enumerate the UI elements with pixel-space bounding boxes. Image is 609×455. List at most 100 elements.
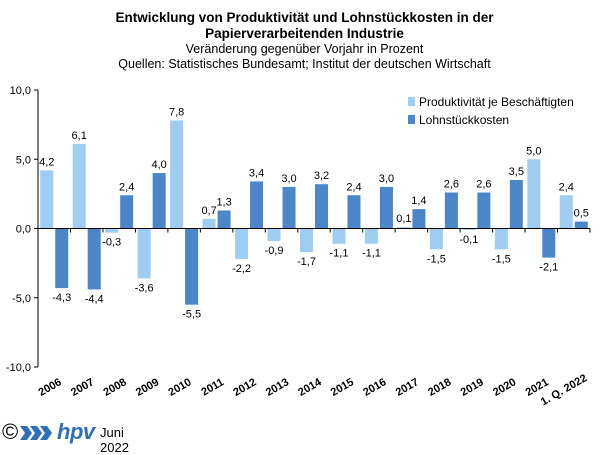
data-label: -1,1 bbox=[362, 248, 381, 260]
bar-produktivitaet bbox=[267, 228, 281, 241]
data-label: 5,0 bbox=[526, 145, 541, 157]
footer-date: Juni 2022 bbox=[100, 425, 129, 455]
x-tick-label: 2014 bbox=[296, 376, 324, 399]
chart-title-block: Entwicklung von Produktivität und Lohnst… bbox=[0, 10, 609, 72]
bar-produktivitaet bbox=[300, 228, 313, 253]
data-label: 2,6 bbox=[476, 178, 491, 190]
x-tick-label: 2009 bbox=[134, 376, 161, 399]
bar-lohnstueckkosten bbox=[315, 184, 328, 229]
x-tick-label: 2019 bbox=[459, 376, 486, 399]
brand-name: hpv bbox=[57, 419, 95, 444]
data-label: -1,7 bbox=[297, 256, 316, 268]
x-tick-label: 2008 bbox=[101, 376, 128, 399]
data-label: 4,2 bbox=[39, 156, 54, 168]
bar-lohnstueckkosten bbox=[282, 186, 296, 229]
data-label: 6,1 bbox=[72, 130, 87, 142]
data-label: 2,6 bbox=[444, 178, 459, 190]
bar-produktivitaet bbox=[40, 170, 54, 229]
bar-lohnstueckkosten bbox=[347, 195, 361, 229]
legend-swatch-lohnstueckkosten bbox=[408, 115, 415, 124]
chart-source: Quellen: Statistisches Bundesamt; Instit… bbox=[118, 57, 491, 71]
data-label: 3,5 bbox=[509, 166, 524, 178]
bar-produktivitaet bbox=[137, 228, 151, 279]
bar-lohnstueckkosten bbox=[412, 209, 426, 229]
bar-lohnstueckkosten bbox=[477, 192, 491, 229]
bar-produktivitaet bbox=[105, 228, 119, 233]
bar-lohnstueckkosten bbox=[185, 228, 199, 305]
bar-lohnstueckkosten bbox=[87, 228, 101, 290]
bar-produktivitaet bbox=[170, 120, 184, 229]
y-tick-label: 5,0 bbox=[16, 154, 31, 166]
bar-produktivitaet bbox=[559, 195, 573, 229]
bar-lohnstueckkosten bbox=[379, 186, 393, 229]
chart-title-line-2: Papierverarbeitenden Industrie bbox=[205, 26, 404, 41]
x-tick-label: 2020 bbox=[491, 376, 518, 399]
y-tick-label: 0,0 bbox=[16, 224, 31, 236]
data-label: 3,2 bbox=[314, 170, 329, 182]
y-tick-label: 10,0 bbox=[10, 85, 31, 97]
bar-produktivitaet bbox=[429, 228, 443, 250]
data-label: -2,1 bbox=[539, 262, 558, 274]
data-label: -3,6 bbox=[135, 282, 154, 294]
y-tick-label: -5,0 bbox=[12, 293, 31, 305]
bar-lohnstueckkosten bbox=[250, 181, 264, 229]
x-tick-label: 2011 bbox=[199, 376, 226, 398]
x-tick-label: 2010 bbox=[166, 376, 193, 399]
x-tick-label: 2006 bbox=[37, 376, 64, 399]
data-label: -1,5 bbox=[427, 253, 446, 265]
bar-lohnstueckkosten bbox=[509, 180, 523, 229]
legend-label-lohnstueckkosten: Lohnstückkosten bbox=[419, 113, 509, 127]
bar-produktivitaet bbox=[332, 228, 346, 244]
bar-lohnstueckkosten bbox=[55, 228, 69, 289]
hpv-chevron-logo-icon bbox=[20, 426, 52, 440]
data-label: 2,4 bbox=[559, 181, 574, 193]
x-tick-label: 2017 bbox=[394, 376, 421, 399]
legend-swatch-produktivitaet bbox=[408, 97, 415, 106]
bar-produktivitaet bbox=[202, 218, 216, 229]
data-label: 3,0 bbox=[379, 173, 394, 185]
bar-lohnstueckkosten bbox=[574, 221, 588, 229]
data-label: -2,2 bbox=[232, 263, 251, 275]
bar-produktivitaet bbox=[235, 228, 249, 259]
bar-lohnstueckkosten bbox=[444, 192, 458, 229]
data-label: -0,3 bbox=[102, 237, 121, 249]
bar-produktivitaet bbox=[397, 227, 411, 229]
data-label: 2,4 bbox=[119, 181, 134, 193]
bar-produktivitaet bbox=[494, 228, 508, 250]
chart-subtitle: Veränderung gegenüber Vorjahr in Prozent bbox=[185, 42, 424, 56]
data-label: 3,4 bbox=[249, 167, 264, 179]
data-label: 0,7 bbox=[201, 205, 216, 217]
data-label: -1,5 bbox=[492, 253, 511, 265]
data-label: -5,5 bbox=[182, 309, 201, 321]
bar-lohnstueckkosten bbox=[217, 210, 231, 229]
data-label: 1,4 bbox=[411, 195, 426, 207]
x-tick-label: 2016 bbox=[361, 376, 388, 399]
x-tick-label: 1. Q. 2022 bbox=[539, 372, 589, 408]
x-tick-label: 2015 bbox=[329, 376, 356, 399]
copyright-symbol: © bbox=[2, 419, 19, 444]
data-label: 2,4 bbox=[346, 181, 361, 193]
y-tick-label: -10,0 bbox=[6, 362, 31, 374]
x-tick-label: 2012 bbox=[231, 376, 258, 399]
data-label: 0,1 bbox=[396, 213, 411, 225]
bar-produktivitaet bbox=[527, 159, 541, 229]
data-label: -1,1 bbox=[329, 248, 348, 260]
data-label: -4,4 bbox=[85, 293, 104, 305]
x-tick-label: 2018 bbox=[426, 376, 453, 399]
chart-title-line-1: Entwicklung von Produktivität und Lohnst… bbox=[115, 10, 494, 25]
bar-produktivitaet bbox=[72, 144, 86, 229]
data-label: -0,9 bbox=[265, 245, 284, 257]
bar-lohnstueckkosten bbox=[120, 195, 134, 229]
data-label: 4,0 bbox=[151, 159, 166, 171]
data-label: 3,0 bbox=[281, 173, 296, 185]
bar-lohnstueckkosten bbox=[542, 228, 556, 258]
legend-label-produktivitaet: Produktivität je Beschäftigten bbox=[419, 95, 574, 109]
data-label: -4,3 bbox=[52, 292, 71, 304]
bar-produktivitaet bbox=[462, 228, 476, 230]
bar-lohnstueckkosten bbox=[152, 173, 166, 229]
bar-produktivitaet bbox=[364, 228, 378, 244]
data-label: -0,1 bbox=[459, 234, 478, 246]
data-label: 1,3 bbox=[216, 196, 231, 208]
x-tick-label: 2007 bbox=[69, 376, 96, 399]
